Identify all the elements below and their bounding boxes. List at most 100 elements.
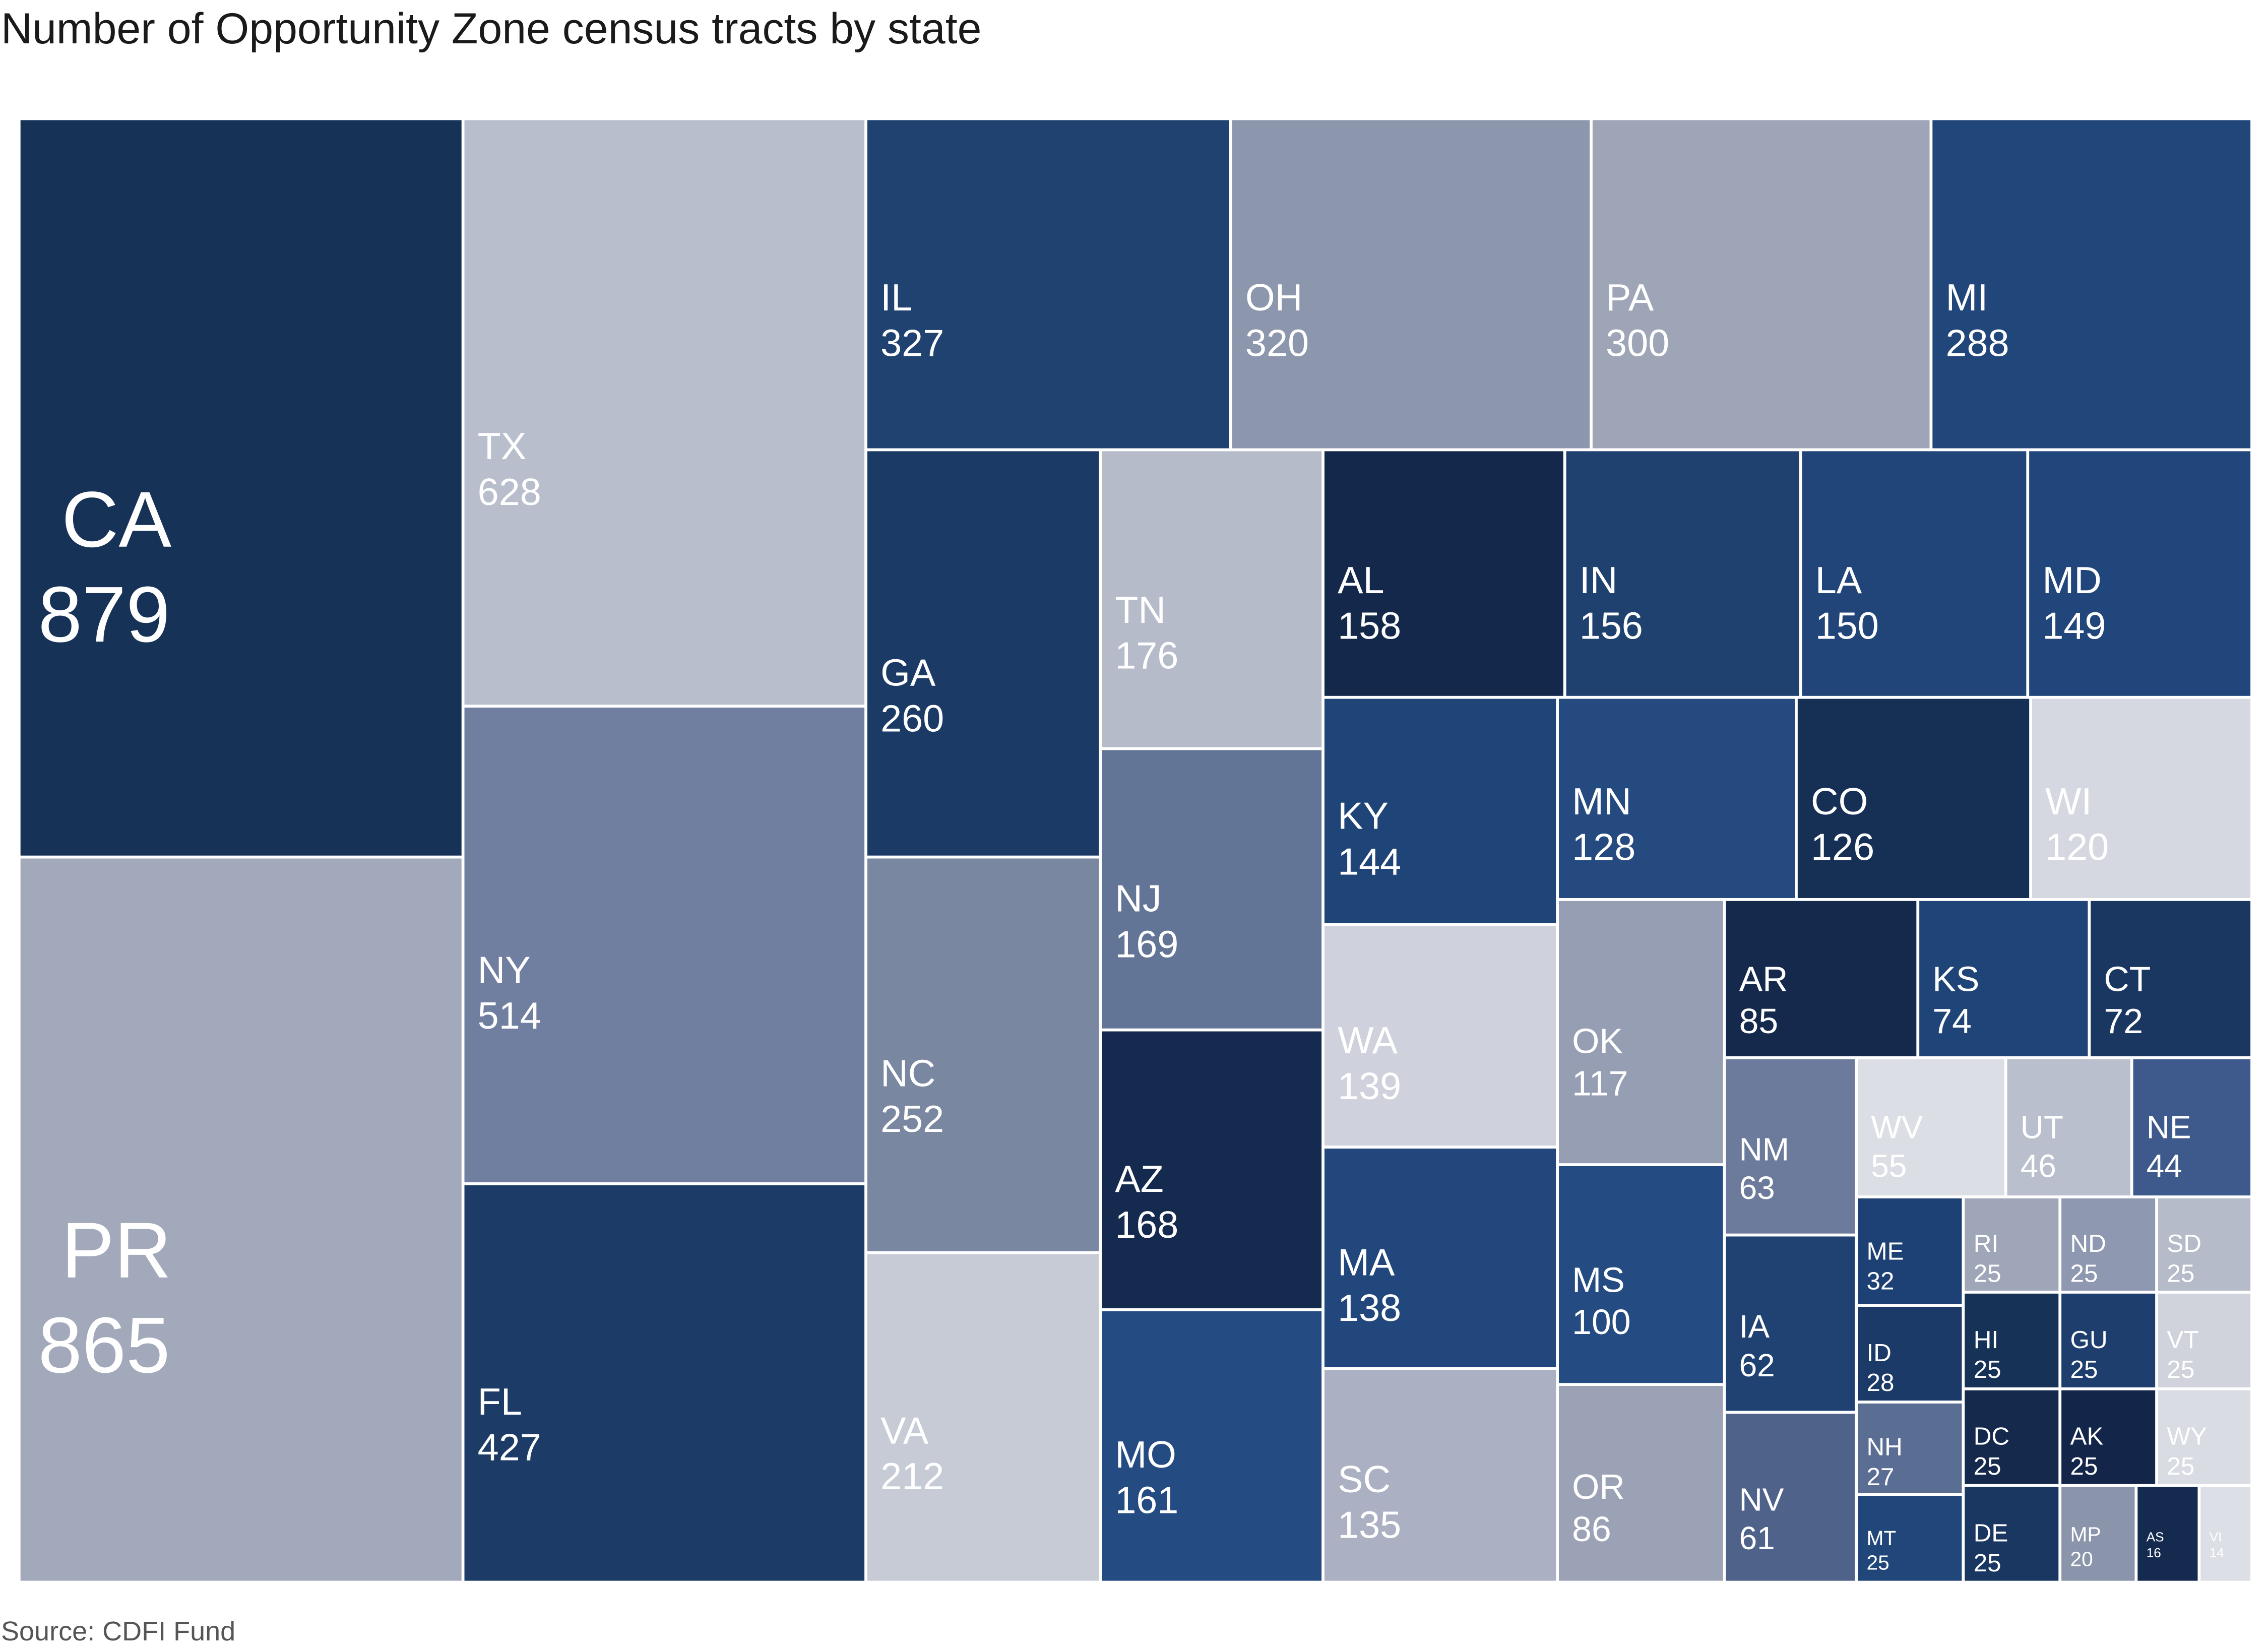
treemap-rect [1102, 750, 1322, 1029]
treemap-rect [20, 120, 462, 856]
treemap-value: 100 [1572, 1302, 1630, 1342]
treemap-rect [2061, 1390, 2156, 1484]
treemap-rect [1102, 451, 1322, 747]
treemap-value: 135 [1338, 1504, 1401, 1547]
chart-title: Number of Opportunity Zone census tracts… [1, 5, 982, 53]
treemap-value: 144 [1338, 841, 1401, 883]
treemap-label: TX [478, 425, 527, 468]
treemap-label: AS [2147, 1529, 2164, 1544]
treemap-label: ND [2070, 1230, 2106, 1257]
treemap-value: 25 [2070, 1259, 2098, 1287]
treemap-value: 25 [2070, 1452, 2098, 1480]
treemap-label: MT [1866, 1527, 1896, 1550]
treemap-label: VT [2167, 1326, 2198, 1354]
treemap-label: DE [1974, 1519, 2008, 1547]
treemap-value: 85 [1739, 1001, 1779, 1041]
treemap-value: 139 [1338, 1065, 1401, 1108]
treemap-rect [1559, 698, 1795, 898]
treemap-label: LA [1815, 559, 1862, 602]
treemap-rect [1965, 1198, 2059, 1291]
treemap-value: 161 [1115, 1480, 1178, 1522]
treemap-label: MD [2042, 559, 2102, 602]
treemap-label: RI [1974, 1230, 1998, 1257]
treemap-value: 176 [1115, 635, 1178, 677]
treemap-value: 28 [1866, 1369, 1894, 1396]
treemap-label: CA [61, 476, 171, 564]
treemap-label: GA [880, 652, 936, 694]
treemap-label: SD [2167, 1230, 2201, 1257]
treemap-rect [2158, 1293, 2251, 1387]
treemap-label: GU [2070, 1326, 2108, 1354]
treemap-label: TN [1115, 589, 1166, 631]
treemap-value: 27 [1866, 1463, 1894, 1491]
treemap-rect [1726, 1059, 1855, 1234]
treemap-rect [464, 708, 865, 1182]
treemap-label: AR [1739, 960, 1788, 999]
treemap-label: IN [1580, 559, 1618, 602]
treemap-value: 61 [1739, 1520, 1775, 1556]
treemap-value: 62 [1739, 1347, 1775, 1383]
treemap-value: 120 [2045, 827, 2109, 869]
treemap-value: 138 [1338, 1287, 1401, 1329]
treemap-label: OH [1245, 277, 1302, 319]
treemap-rect [2133, 1059, 2251, 1196]
treemap-label: OR [1572, 1467, 1625, 1506]
treemap-label: AL [1338, 559, 1384, 602]
treemap-rect [2029, 451, 2251, 696]
treemap-rect [1858, 1198, 1962, 1304]
treemap-rect [464, 1185, 865, 1581]
treemap-value: 320 [1245, 323, 1309, 365]
treemap-rect [464, 120, 865, 705]
treemap-label: ID [1866, 1339, 1891, 1367]
treemap-value: 25 [1866, 1551, 1889, 1574]
treemap-label: CT [2104, 960, 2151, 999]
treemap-value: 865 [38, 1301, 170, 1389]
treemap-rect [867, 451, 1099, 856]
treemap-rect [2007, 1059, 2130, 1196]
treemap-rect [1726, 1414, 1855, 1581]
treemap-label: NY [478, 949, 531, 991]
treemap-value: 126 [1811, 827, 1874, 869]
treemap-rect [1726, 1236, 1855, 1411]
treemap-label: UT [2021, 1109, 2063, 1146]
chart-source: Source: CDFI Fund [1, 1616, 236, 1646]
treemap-label: NV [1739, 1481, 1784, 1517]
treemap-value: 212 [880, 1455, 944, 1498]
treemap-rect [1559, 1386, 1723, 1581]
treemap-rect [1592, 120, 1930, 449]
treemap-rect [2091, 901, 2251, 1056]
